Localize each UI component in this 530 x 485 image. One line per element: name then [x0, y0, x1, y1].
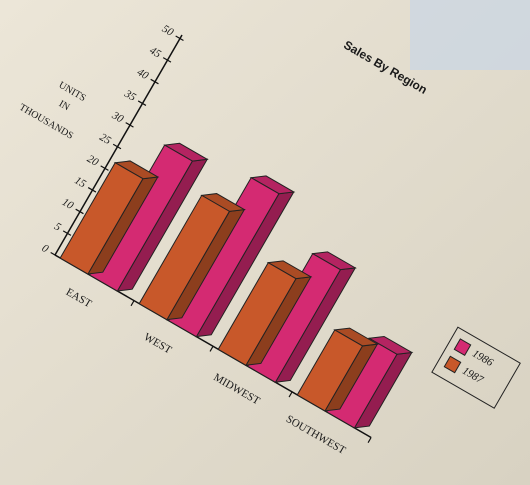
- y-axis-label-line: IN: [57, 98, 72, 113]
- y-tick: [62, 230, 72, 236]
- y-tick: [112, 143, 122, 150]
- bar: [296, 329, 364, 412]
- y-tick-label: 35: [122, 87, 139, 104]
- y-tick: [150, 78, 159, 85]
- bar: [217, 261, 297, 366]
- y-axis: [54, 34, 183, 256]
- legend-swatch: [453, 338, 472, 357]
- y-tick: [162, 57, 172, 63]
- bar: [138, 194, 231, 321]
- y-tick: [87, 187, 97, 193]
- y-tick-label: 5: [52, 220, 63, 233]
- y-tick: [175, 35, 184, 42]
- y-tick-label: 30: [109, 109, 126, 126]
- x-tick: [288, 391, 293, 398]
- y-tick: [137, 100, 147, 106]
- plot-area: 05101520253035404550EASTWESTMIDWESTSOUTH…: [40, 23, 414, 457]
- y-tick-label: 0: [40, 242, 51, 255]
- corner-decoration: [410, 0, 530, 70]
- x-tick: [367, 437, 372, 443]
- y-tick: [125, 122, 134, 128]
- legend-frame: [431, 326, 521, 409]
- y-tick: [100, 165, 109, 171]
- x-tick: [130, 300, 135, 307]
- bar: [59, 162, 144, 275]
- x-tick: [209, 345, 214, 352]
- legend-swatch: [443, 355, 462, 374]
- y-tick: [75, 208, 84, 215]
- y-tick: [50, 251, 59, 258]
